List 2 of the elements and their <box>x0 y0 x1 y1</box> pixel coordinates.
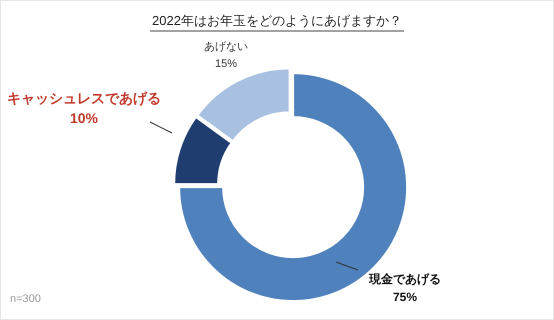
title: 2022年はお年玉をどのようにあげますか？ <box>152 13 402 28</box>
annotation: n=300 <box>10 293 41 305</box>
